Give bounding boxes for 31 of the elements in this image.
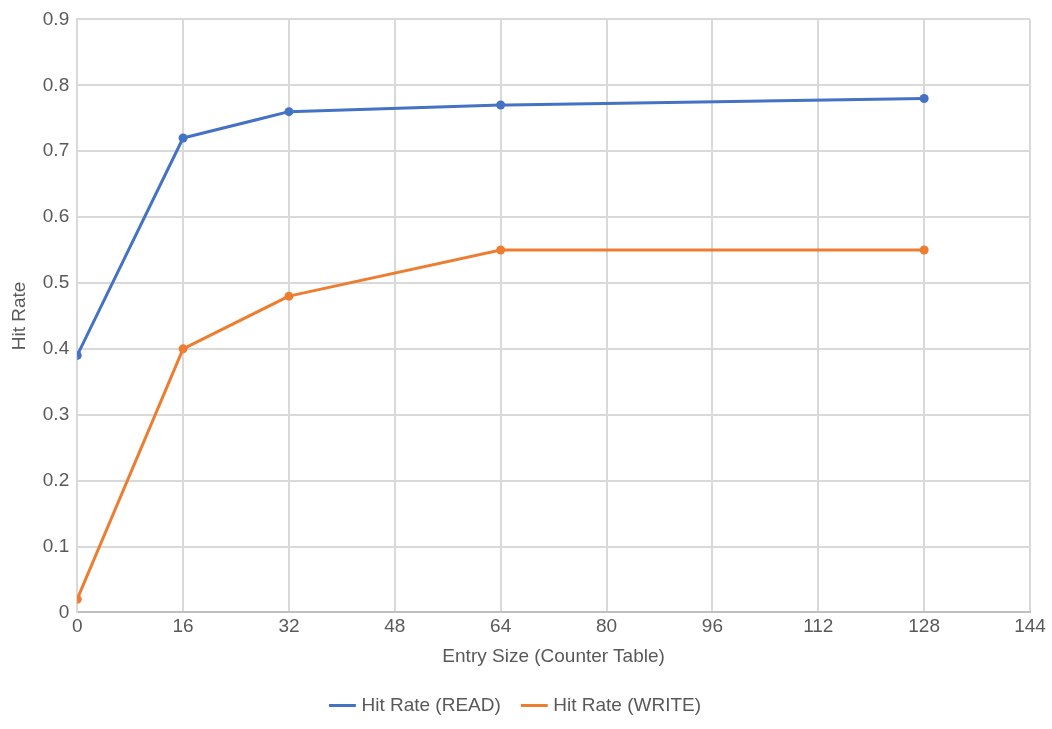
legend-label: Hit Rate (WRITE) [553,693,702,715]
x-tick-label: 96 [701,615,723,637]
point [496,100,506,110]
y-tick-label: 0 [58,600,70,622]
x-axis-title: Entry Size (Counter Table) [442,644,665,666]
point [284,107,294,117]
y-tick-label: 0.9 [42,7,70,29]
x-tick-label: 64 [490,615,512,637]
x-tick-label: 16 [172,615,194,637]
y-tick-label: 0.3 [42,402,70,424]
y-tick-label: 0.2 [42,468,70,490]
point [919,93,929,103]
x-tick-label: 32 [278,615,300,637]
y-tick-label: 0.4 [42,337,70,359]
x-tick-label: 80 [595,615,618,637]
y-tick-label: 0.8 [42,73,70,95]
y-tick-label: 0.5 [42,271,70,293]
y-axis-title: Hit Rate [7,281,29,351]
x-tick-label: 112 [803,615,834,637]
point [178,133,188,143]
point [496,245,506,255]
point [919,245,929,255]
x-tick-label: 144 [1014,615,1047,637]
x-tick-label: 128 [908,615,940,637]
point [178,344,188,354]
y-tick-label: 0.7 [42,139,70,161]
legend-label: Hit Rate (READ) [361,693,501,715]
x-tick-label: 48 [384,615,406,637]
y-tick-label: 0.1 [42,534,70,556]
point [284,291,294,301]
y-tick-label: 0.6 [42,205,70,227]
